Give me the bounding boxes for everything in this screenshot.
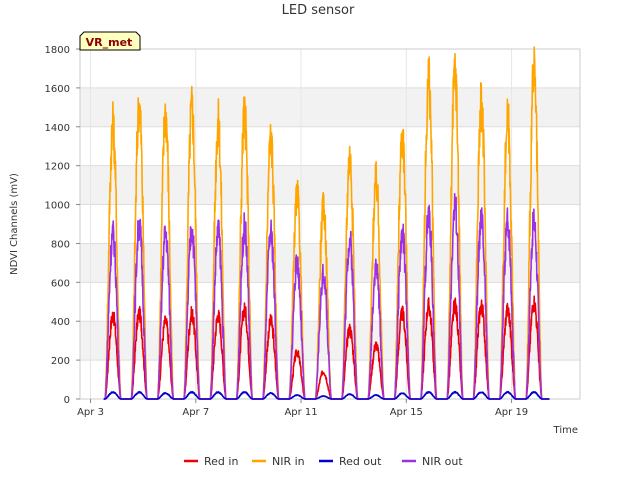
legend-item-red-in: Red in (184, 455, 238, 468)
x-axis-label: Time (553, 425, 578, 436)
legend-label: Red in (204, 455, 238, 468)
y-tick-label: 1600 (45, 84, 70, 95)
legend-label: NIR out (422, 455, 463, 468)
x-tick-label: Apr 19 (495, 407, 528, 418)
legend-item-nir-out: NIR out (402, 455, 463, 468)
y-tick-label: 1000 (45, 201, 70, 212)
legend-label: NIR in (272, 455, 305, 468)
series-line-red-out (103, 390, 551, 400)
series-layer (103, 46, 551, 400)
legend-item-red-out: Red out (319, 455, 382, 468)
y-tick-label: 400 (51, 317, 70, 328)
chart-title: LED sensor (282, 3, 355, 18)
x-axis: Apr 3 Apr 7 Apr 11 Apr 15 Apr 19 (77, 399, 528, 418)
y-axis: 0 200 400 600 800 1000 1200 1400 1600 1800 (45, 45, 80, 406)
annotation-box: VR_met (79, 31, 141, 51)
y-tick-label: 0 (64, 395, 70, 406)
y-tick-label: 200 (51, 356, 70, 367)
x-tick-label: Apr 11 (284, 407, 317, 418)
legend: Red in NIR in Red out NIR out (184, 455, 463, 468)
y-axis-label: NDVI Channels (mV) (9, 173, 20, 275)
y-tick-label: 1800 (45, 45, 70, 56)
y-tick-label: 1400 (45, 123, 70, 134)
y-tick-label: 800 (51, 239, 70, 250)
y-tick-label: 1200 (45, 162, 70, 173)
x-tick-label: Apr 3 (77, 407, 104, 418)
x-tick-label: Apr 7 (182, 407, 209, 418)
legend-item-nir-in: NIR in (252, 455, 305, 468)
y-tick-label: 600 (51, 278, 70, 289)
annotation-label: VR_met (86, 36, 133, 49)
background-band (80, 87, 580, 127)
legend-label: Red out (339, 455, 382, 468)
x-tick-label: Apr 15 (390, 407, 423, 418)
